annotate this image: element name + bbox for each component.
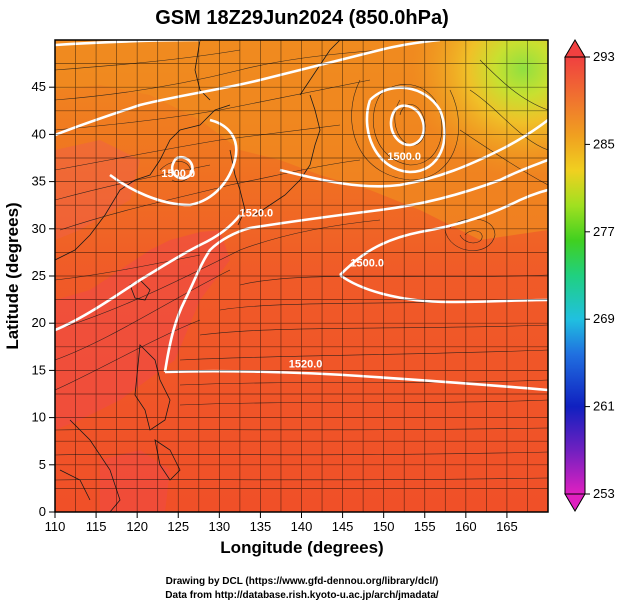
x-tick-label: 165 — [496, 519, 518, 534]
contour-label: 1500.0 — [161, 168, 195, 180]
contour-low-north — [389, 104, 426, 147]
y-tick-label: 0 — [39, 504, 46, 519]
y-axis-label: Latitude (degrees) — [3, 202, 22, 349]
contour-1500-east — [339, 273, 548, 304]
colorbar-gradient — [564, 56, 586, 495]
colorbar-tick-label: 253 — [593, 486, 615, 501]
x-tick-label: 125 — [167, 519, 189, 534]
lat-lon-grid — [55, 40, 548, 512]
contour-label: 1500.0 — [350, 258, 384, 270]
credit-data: Data from http://database.rish.kyoto-u.a… — [165, 590, 439, 601]
y-tick-label: 45 — [32, 79, 46, 94]
colorbar-tick-label: 277 — [593, 224, 615, 239]
contour-1520-south — [164, 369, 548, 392]
colorbar: 293 285 277 269 261 253 — [564, 39, 615, 512]
y-tick-label: 30 — [32, 221, 46, 236]
x-axis-label: Longitude (degrees) — [220, 538, 383, 557]
y-tick-label: 35 — [32, 174, 46, 189]
colorbar-bottom-arrow — [564, 493, 586, 512]
x-tick-label: 135 — [250, 519, 272, 534]
y-tick-label: 15 — [32, 362, 46, 377]
x-tick-label: 160 — [455, 519, 477, 534]
contour-1500 — [339, 188, 548, 276]
y-tick-label: 25 — [32, 268, 46, 283]
x-tick-label: 120 — [126, 519, 148, 534]
contour-1460 — [55, 40, 441, 137]
x-tick-label: 115 — [86, 519, 107, 534]
contour-label: 1500.0 — [387, 151, 421, 163]
warm-region — [55, 230, 230, 430]
colorbar-ticks: 293 285 277 269 261 253 — [585, 49, 615, 501]
x-tick-label: 145 — [332, 519, 354, 534]
x-tick-label: 150 — [373, 519, 395, 534]
credit-drawing: Drawing by DCL (https://www.gfd-dennou.o… — [166, 576, 439, 587]
colorbar-tick-label: 261 — [593, 399, 615, 414]
contour-1480-west — [109, 118, 238, 207]
colorbar-top-arrow — [564, 39, 586, 58]
cool-region-northeast — [300, 40, 548, 280]
contour-label: 1520.0 — [239, 208, 273, 220]
colorbar-tick-label: 285 — [593, 136, 615, 151]
x-tick-label: 110 — [45, 519, 66, 534]
y-tick-label: 5 — [39, 457, 46, 472]
warm-region — [100, 450, 170, 512]
colorbar-tick-label: 269 — [593, 311, 615, 326]
colorbar-tick-label: 293 — [593, 49, 615, 64]
longitude-axis: 110 115 120 125 130 135 140 145 150 155 160 165 — [45, 512, 518, 534]
y-tick-label: 10 — [32, 410, 46, 425]
contour-labels: 1520.0 1520.0 1500.0 1500.0 1500.0 — [161, 151, 421, 371]
contour-1480-north — [365, 86, 446, 174]
x-tick-label: 140 — [291, 519, 313, 534]
y-tick-label: 20 — [32, 315, 46, 330]
y-tick-label: 40 — [32, 126, 46, 141]
warm-region — [55, 140, 140, 240]
x-tick-label: 130 — [208, 519, 230, 534]
latitude-axis: 0 5 10 15 20 25 30 35 40 45 — [32, 79, 55, 519]
map-title: GSM 18Z29Jun2024 (850.0hPa) — [155, 7, 448, 29]
contour-label: 1520.0 — [289, 359, 323, 371]
x-tick-label: 155 — [414, 519, 436, 534]
